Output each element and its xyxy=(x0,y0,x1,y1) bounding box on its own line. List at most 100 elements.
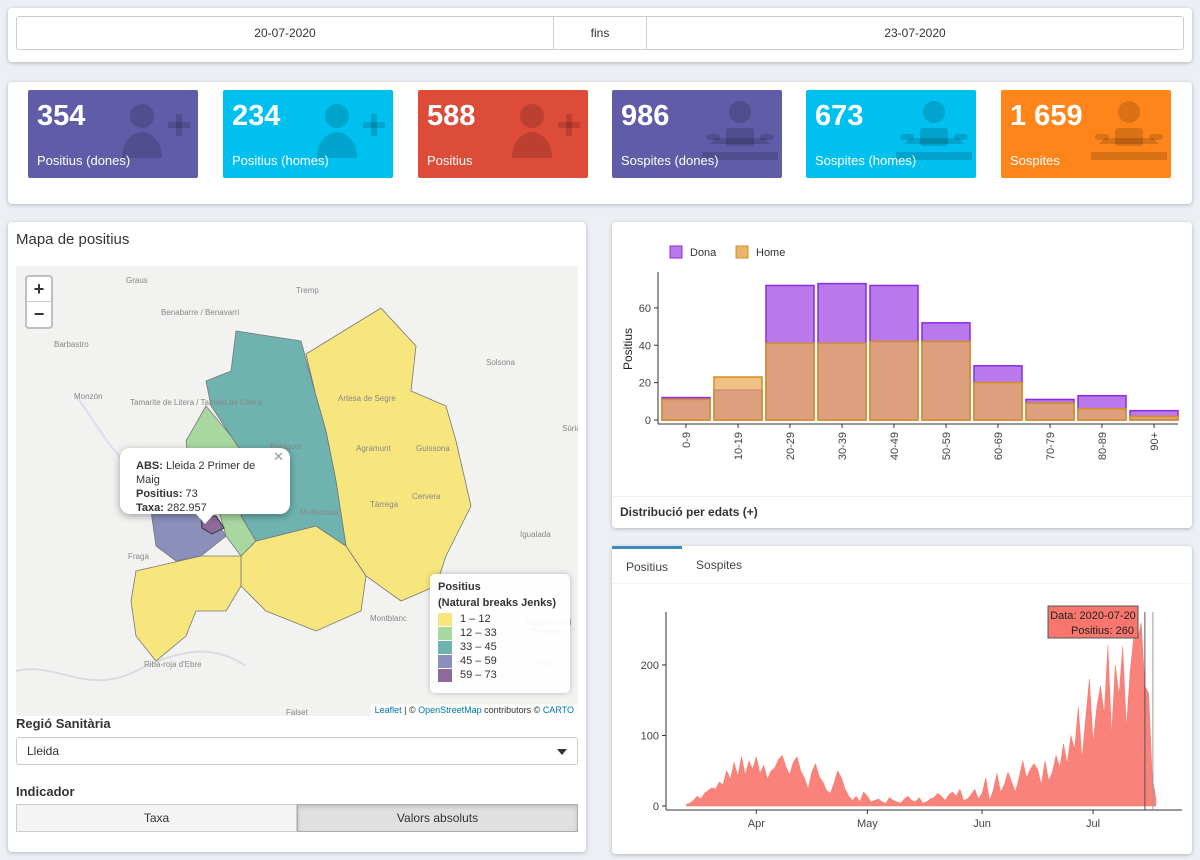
leaflet-link[interactable]: Leaflet xyxy=(374,705,402,715)
region-label: Regió Sanitària xyxy=(16,716,111,731)
map-place-label: Solsona xyxy=(486,358,515,367)
timeseries-chart: 0 100 200 Apr May Jun Jul Data: 2020-07-20 Posit… xyxy=(641,605,1182,830)
map-panel: Mapa de positius Graus Tremp Benabarre / B… xyxy=(8,222,586,852)
map-place-label: Tamarite de Litera / Tamarit de Llitera xyxy=(130,398,262,407)
indicator-option-taxa[interactable]: Taxa xyxy=(16,804,297,832)
value-box: 673 Sospites (homes) xyxy=(806,90,976,178)
zoom-in-button[interactable]: + xyxy=(27,277,51,302)
timeseries-tabs: Positius Sospites xyxy=(612,546,1192,584)
tab-positius[interactable]: Positius xyxy=(612,546,683,584)
legend-item: 1 – 12 xyxy=(438,612,562,626)
map-place-label: Tàrrega xyxy=(370,500,399,509)
popup-abs-label: ABS: xyxy=(136,460,163,472)
zoom-control: + − xyxy=(25,275,53,329)
map-place-label: Barbastro xyxy=(54,340,89,349)
map-legend: Positius (Natural breaks Jenks) 1 – 12 12… xyxy=(430,574,570,693)
value-box-label: Sospites (dones) xyxy=(621,153,719,168)
start-date-input[interactable]: 20-07-2020 xyxy=(254,26,316,40)
legend-swatch xyxy=(669,245,683,259)
hover-tooltip xyxy=(1047,605,1139,639)
value-box: 1 659 Sospites xyxy=(1001,90,1171,178)
value-boxes-panel: 354 Positius (dones) 234 Positius (homes) 58… xyxy=(8,82,1192,204)
map-place-label: Montblanc xyxy=(370,614,407,623)
legend-swatch xyxy=(438,654,452,668)
map-place-label: Igualada xyxy=(520,530,551,539)
positives-map[interactable]: Graus Tremp Benabarre / Benavarri Barbastro… xyxy=(16,266,578,716)
carto-link[interactable]: CARTO xyxy=(542,705,574,715)
legend-label: Home xyxy=(756,247,785,259)
bar-home xyxy=(1025,402,1075,421)
legend-range: 33 – 45 xyxy=(460,641,497,653)
region-popup: ✕ ABS: Lleida 2 Primer de Maig Positius:… xyxy=(120,448,290,524)
user-plus-icon xyxy=(317,104,385,158)
popup-positius-label: Positius: xyxy=(136,488,183,500)
user-plus-icon xyxy=(512,104,580,158)
x-tick-label: 10-19 xyxy=(733,432,745,460)
legend-swatch xyxy=(438,612,452,626)
value-box-number: 588 xyxy=(427,100,476,132)
value-box-number: 234 xyxy=(232,100,281,132)
map-place-label: Tremp xyxy=(296,286,319,295)
map-attribution: Leaflet | © OpenStreetMap contributors ©… xyxy=(370,704,578,716)
indicator-toggle: Taxa Valors absoluts xyxy=(16,804,578,832)
y-tick-label: 100 xyxy=(641,730,659,742)
bar-home xyxy=(1077,408,1127,421)
map-canvas[interactable] xyxy=(16,266,578,716)
value-box: 234 Positius (homes) xyxy=(223,90,393,178)
user-injured-icon xyxy=(896,101,972,160)
value-box-label: Sospites xyxy=(1010,153,1060,168)
map-place-label: Fraga xyxy=(128,552,149,561)
legend-swatch xyxy=(438,640,452,654)
value-box-label: Positius xyxy=(427,153,473,168)
close-icon[interactable]: ✕ xyxy=(273,449,284,464)
legend-subtitle: (Natural breaks Jenks) xyxy=(438,597,556,609)
x-tick-label: 0-9 xyxy=(681,432,693,448)
chevron-down-icon xyxy=(557,749,567,755)
indicator-option-valors-absoluts[interactable]: Valors absoluts xyxy=(297,804,578,832)
y-tick-label: 40 xyxy=(639,340,651,352)
bar-home xyxy=(1129,415,1179,421)
map-place-label: Benabarre / Benavarri xyxy=(161,308,240,317)
tooltip-value: Positius: 260 xyxy=(1071,625,1134,637)
legend-range: 1 – 12 xyxy=(460,613,491,625)
attribution-sep: | © xyxy=(401,705,419,715)
popup-taxa-label: Taxa: xyxy=(136,502,164,514)
legend-swatch xyxy=(735,245,749,259)
popup-positius-value: 73 xyxy=(185,488,198,500)
map-place-label: Monzón xyxy=(74,392,103,401)
user-injured-icon xyxy=(702,101,778,160)
zoom-out-button[interactable]: − xyxy=(33,304,45,324)
age-distribution-footer[interactable]: Distribució per edats (+) xyxy=(612,496,1192,528)
x-tick-label: 40-49 xyxy=(889,432,901,460)
y-tick-label: 20 xyxy=(639,378,651,390)
legend-swatch xyxy=(438,626,452,640)
map-place-label: Guissona xyxy=(416,444,450,453)
legend-item: 45 – 59 xyxy=(438,654,562,668)
bar-home xyxy=(661,398,711,421)
region-select[interactable]: Lleida xyxy=(16,737,578,765)
legend-range: 45 – 59 xyxy=(460,655,497,667)
legend-item: 33 – 45 xyxy=(438,640,562,654)
end-date-input[interactable]: 23-07-2020 xyxy=(884,26,946,40)
legend-item: 59 – 73 xyxy=(438,668,562,682)
legend-range: 12 – 33 xyxy=(460,627,497,639)
value-box-label: Positius (dones) xyxy=(37,153,131,168)
map-place-label: Falset xyxy=(286,708,308,716)
x-tick-label: Jul xyxy=(1086,818,1100,830)
date-range-separator: fins xyxy=(553,17,647,49)
map-place-label: Riba-roja d'Ebre xyxy=(144,660,202,669)
tab-sospites[interactable]: Sospites xyxy=(696,558,743,572)
map-place-label: Balaguer xyxy=(270,442,303,451)
value-box: 986 Sospites (dones) xyxy=(612,90,782,178)
y-tick-label: 60 xyxy=(639,303,651,315)
bar-home xyxy=(921,340,971,421)
value-box-number: 673 xyxy=(815,100,864,132)
value-box-number: 354 xyxy=(37,100,86,132)
x-tick-label: 30-39 xyxy=(837,432,849,460)
osm-link[interactable]: OpenStreetMap xyxy=(418,705,482,715)
map-region-southwest[interactable] xyxy=(130,555,242,662)
region-select-value: Lleida xyxy=(27,744,60,758)
bar-home xyxy=(765,342,815,421)
area-series-positius xyxy=(685,622,1157,807)
value-box-label: Positius (homes) xyxy=(232,153,329,168)
